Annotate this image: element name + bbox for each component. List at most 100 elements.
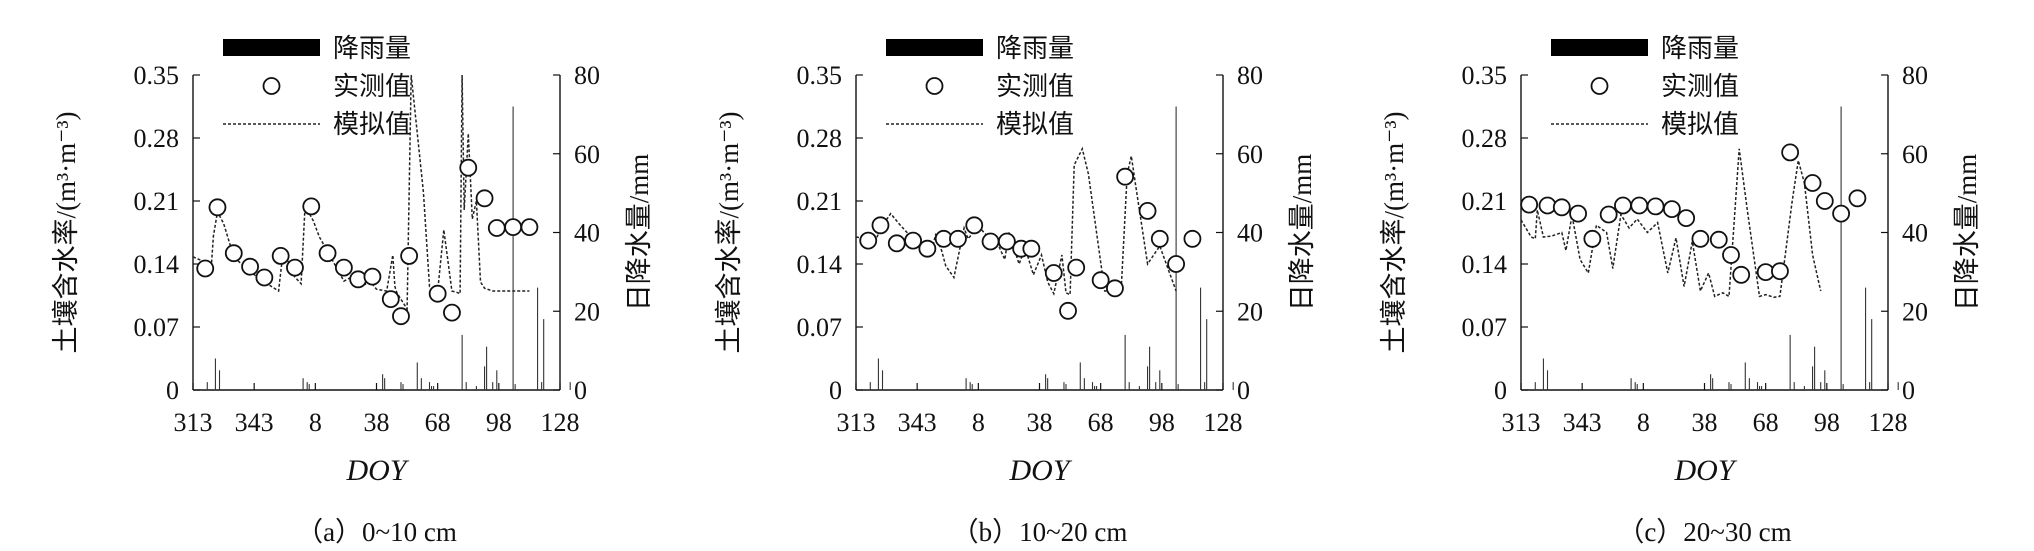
observed-point (1781, 143, 1800, 162)
y-tick-label: 0.07 (1462, 313, 1508, 342)
observed-point (1709, 230, 1728, 249)
legend-simulated-label: 模拟值 (996, 110, 1074, 139)
chart-panel-2: 0 0.07 0.14 0.21 0.28 0.35 0 20 40 60 80 313 343 8 38 6… (714, 34, 1317, 547)
x-axis-title: DOY (345, 454, 409, 487)
y-tick-label: 0.21 (797, 187, 843, 216)
x-axis-title: DOY (1008, 454, 1072, 487)
legend-simulated-label: 模拟值 (1661, 110, 1739, 139)
x-tick-label: 343 (235, 408, 274, 437)
observed-point (1691, 229, 1710, 248)
x-tick-label: 313 (174, 408, 213, 437)
y-tick-label: 0 (166, 376, 179, 405)
observed-point (871, 216, 890, 235)
x-tick-label: 8 (309, 408, 322, 437)
y2-tick-label: 40 (1902, 219, 1928, 248)
y2-tick-label: 80 (574, 61, 600, 90)
legend-rain-label: 降雨量 (996, 34, 1074, 63)
observed-point (224, 244, 243, 263)
y-tick-label: 0.07 (797, 313, 843, 342)
x-tick-label: 8 (1637, 408, 1650, 437)
y2-tick-label: 60 (1902, 140, 1928, 169)
x-tick-label: 38 (1692, 408, 1718, 437)
x-axis-title: DOY (1673, 454, 1737, 487)
observed-point (1150, 229, 1169, 248)
panel-caption: （c）20~30 cm (1617, 517, 1791, 547)
observed-point (981, 232, 1000, 251)
legend-observed-marker (925, 77, 944, 95)
y-axis-title: 土壤含水率/(m³·m⁻³) (51, 112, 81, 354)
observed-point (859, 231, 878, 250)
y-tick-label: 0 (829, 376, 842, 405)
y2-axis-title: 日降水量/mm (1952, 154, 1982, 312)
observed-point (381, 290, 400, 309)
simulated-line (1520, 148, 1822, 299)
observed-point (1552, 198, 1571, 217)
observed-point (1569, 204, 1587, 223)
panel-caption: （a）0~10 cm (296, 517, 457, 547)
observed-point (349, 270, 368, 289)
y2-tick-label: 80 (1237, 61, 1263, 90)
observed-point (1646, 197, 1665, 216)
y-tick-label: 0.28 (134, 124, 180, 153)
x-tick-label: 38 (1027, 408, 1053, 437)
observed-point (302, 197, 321, 216)
y2-tick-label: 20 (1237, 297, 1263, 326)
observed-point (1059, 301, 1077, 320)
y-tick-label: 0.35 (797, 61, 843, 90)
observed-point (1583, 229, 1602, 248)
observed-point (887, 234, 906, 253)
y2-tick-label: 20 (574, 297, 600, 326)
y2-tick-label: 60 (574, 140, 600, 169)
x-tick-label: 68 (425, 408, 451, 437)
legend-observed-marker (262, 77, 281, 95)
observed-point (1183, 229, 1202, 248)
observed-point (1106, 279, 1124, 298)
y2-tick-label: 40 (1237, 219, 1263, 248)
x-tick-label: 128 (1869, 408, 1908, 437)
y2-axis-title: 日降水量/mm (624, 154, 654, 312)
observed-point (1116, 167, 1135, 186)
y-tick-label: 0.21 (134, 187, 180, 216)
observed-point (1662, 200, 1681, 219)
y2-tick-label: 80 (1902, 61, 1928, 90)
observed-point (904, 231, 922, 250)
observed-point (1722, 246, 1740, 264)
y-tick-label: 0.07 (134, 313, 180, 342)
x-tick-label: 128 (1204, 408, 1243, 437)
observed-point (241, 257, 259, 276)
observed-point (1138, 201, 1157, 220)
observed-point (520, 218, 539, 237)
y2-tick-label: 60 (1237, 140, 1263, 169)
observed-point (997, 232, 1016, 251)
observed-point (1091, 271, 1110, 290)
y-axis-title: 土壤含水率/(m³·m⁻³) (714, 112, 744, 354)
observed-point (1848, 189, 1867, 208)
observed-point (1677, 209, 1696, 228)
y-tick-label: 0.28 (1462, 124, 1508, 153)
panel-caption: （b）10~20 cm (952, 517, 1128, 547)
y-tick-label: 0.14 (797, 250, 843, 279)
y-tick-label: 0.14 (134, 250, 180, 279)
observed-point (443, 303, 461, 322)
y2-tick-label: 0 (1902, 376, 1915, 405)
x-tick-label: 343 (1563, 408, 1602, 437)
observed-point (1167, 255, 1186, 273)
legend-simulated-label: 模拟值 (333, 110, 411, 139)
y-tick-label: 0.28 (797, 124, 843, 153)
x-tick-label: 68 (1753, 408, 1779, 437)
legend-observed-marker (1590, 77, 1609, 95)
observed-point (1067, 258, 1086, 277)
observed-point (428, 284, 447, 303)
observed-point (1732, 265, 1751, 284)
observed-point (1803, 174, 1822, 192)
x-tick-label: 38 (364, 408, 390, 437)
x-tick-label: 343 (898, 408, 937, 437)
x-tick-label: 313 (1502, 408, 1541, 437)
y-axis-title: 土壤含水率/(m³·m⁻³) (1379, 112, 1409, 354)
observed-point (504, 218, 523, 237)
y2-tick-label: 40 (574, 219, 600, 248)
observed-point (475, 189, 494, 208)
y-tick-label: 0.21 (1462, 187, 1508, 216)
x-tick-label: 98 (1149, 408, 1175, 437)
